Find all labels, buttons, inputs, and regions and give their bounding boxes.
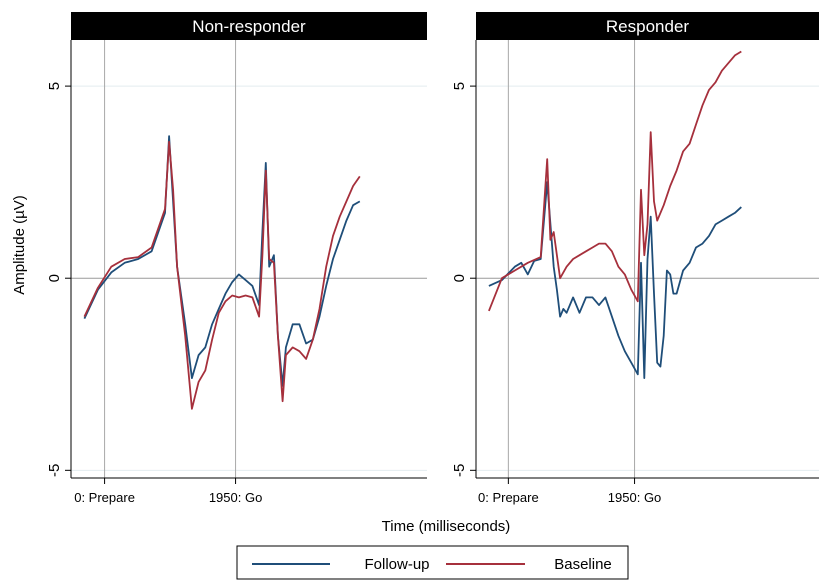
panel-header	[476, 12, 819, 40]
x-axis-title: Time (milliseconds)	[382, 518, 511, 535]
legend-label: Follow-up	[364, 556, 429, 573]
series-line-follow-up	[83, 135, 361, 387]
y-tick-label: -5	[46, 464, 63, 477]
panel-title: Non-responder	[192, 17, 306, 36]
y-tick-label: -5	[451, 464, 468, 477]
panel-title: Responder	[606, 17, 690, 36]
series-line-follow-up	[488, 181, 742, 379]
legend-label: Baseline	[554, 556, 612, 573]
y-tick-label: 0	[451, 274, 468, 282]
x-tick-label: 1950: Go	[209, 490, 263, 505]
x-tick-label: 0: Prepare	[74, 490, 135, 505]
x-tick-label: 0: Prepare	[478, 490, 539, 505]
panel-header	[71, 12, 427, 40]
series-line-baseline	[488, 50, 742, 312]
x-tick-label: 1950: Go	[608, 490, 662, 505]
y-tick-label: 0	[46, 274, 63, 282]
y-tick-label: 5	[451, 82, 468, 90]
y-axis-title: Amplitude (µV)	[11, 195, 28, 295]
y-tick-label: 5	[46, 82, 63, 90]
series-line-baseline	[83, 140, 361, 410]
legend-box	[236, 545, 629, 580]
